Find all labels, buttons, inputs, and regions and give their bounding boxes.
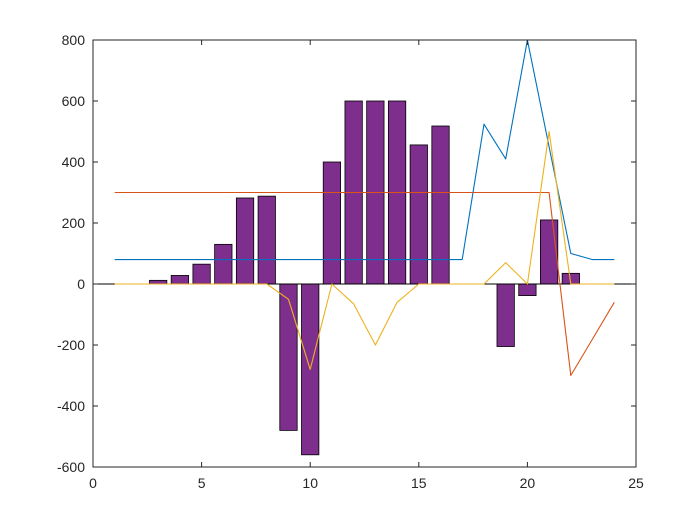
y-tick-label--200: -200 [57, 337, 85, 353]
x-tick-label-10: 10 [302, 475, 318, 491]
bar-19 [497, 284, 514, 347]
y-tick-label-600: 600 [62, 93, 86, 109]
x-tick-label-5: 5 [198, 475, 206, 491]
bar-9 [280, 284, 297, 430]
bar-5 [193, 264, 210, 284]
bar-7 [236, 198, 253, 284]
y-tick-label-200: 200 [62, 215, 86, 231]
y-tick-label-0: 0 [77, 276, 85, 292]
y-tick-label-800: 800 [62, 32, 86, 48]
bar-4 [171, 275, 188, 284]
x-tick-label-20: 20 [520, 475, 536, 491]
bar-21 [540, 220, 557, 284]
bar-16 [432, 126, 449, 284]
bar-11 [323, 162, 340, 284]
y-tick-label--400: -400 [57, 398, 85, 414]
bar-15 [410, 145, 427, 284]
bar-8 [258, 196, 275, 284]
y-tick-label-400: 400 [62, 154, 86, 170]
bar-6 [215, 244, 232, 284]
x-tick-label-0: 0 [89, 475, 97, 491]
x-tick-label-15: 15 [411, 475, 427, 491]
x-tick-label-25: 25 [628, 475, 644, 491]
bar-20 [519, 284, 536, 296]
y-tick-label--600: -600 [57, 459, 85, 475]
